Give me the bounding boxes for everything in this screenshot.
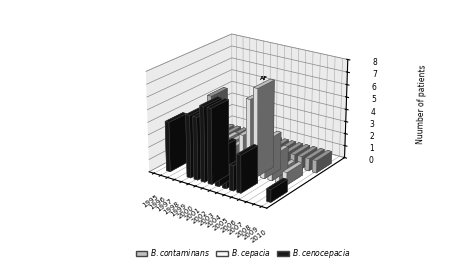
Legend: $\it{B. contaminans}$, $\it{B. cepacia}$, $\it{B. cenocepacia}$: $\it{B. contaminans}$, $\it{B. cepacia}$… [133,244,353,263]
